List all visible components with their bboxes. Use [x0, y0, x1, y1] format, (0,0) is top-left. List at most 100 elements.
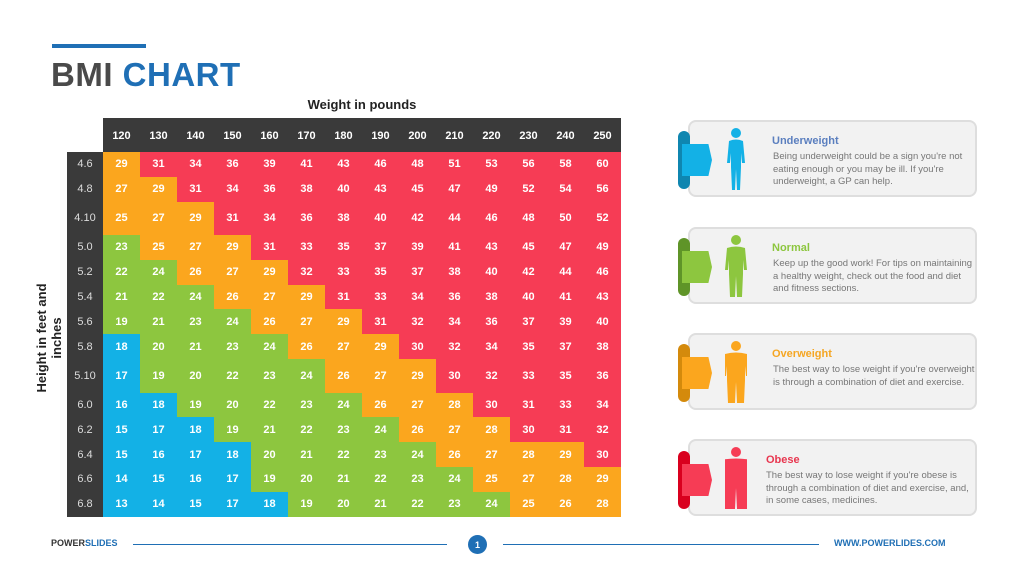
bmi-cell: 29: [140, 176, 177, 202]
bmi-cell: 26: [547, 491, 584, 517]
bmi-cell: 29: [547, 442, 584, 467]
bmi-cell: 31: [547, 417, 584, 443]
bmi-cell: 43: [362, 176, 399, 202]
figure-obese-icon: [719, 446, 753, 510]
bmi-cell: 33: [362, 284, 399, 310]
bmi-cell: 36: [251, 176, 288, 202]
bmi-cell: 22: [103, 259, 140, 285]
table-row: 4.8 27 29 31 34 36 38 40 43 45 47 49 52 54 56: [67, 176, 621, 202]
bmi-cell: 25: [103, 201, 140, 236]
bmi-cell: 17: [103, 359, 140, 393]
ribbon-tab-icon: [678, 131, 716, 189]
bmi-cell: 24: [214, 309, 251, 335]
bmi-cell: 25: [473, 466, 510, 492]
bmi-cell: 27: [325, 334, 362, 360]
bmi-cell: 41: [547, 284, 584, 310]
bmi-cell: 26: [214, 284, 251, 310]
bmi-cell: 38: [584, 334, 621, 360]
bmi-cell: 18: [251, 491, 288, 517]
bmi-cell: 19: [140, 359, 177, 393]
bmi-cell: 27: [436, 417, 473, 443]
card-description: Keep up the good work! For tips on maint…: [773, 258, 973, 294]
bmi-cell: 15: [103, 417, 140, 443]
bmi-cell: 26: [177, 259, 214, 285]
bmi-cell: 43: [325, 152, 362, 177]
bmi-cell: 20: [288, 466, 325, 492]
bmi-cell: 19: [177, 392, 214, 418]
page-number: 1: [468, 535, 487, 554]
x-tick-label: 200: [408, 130, 427, 142]
bmi-cell: 22: [140, 284, 177, 310]
bmi-cell: 14: [140, 491, 177, 517]
bmi-cell: 26: [436, 442, 473, 467]
bmi-cell: 36: [214, 152, 251, 177]
bmi-cell: 19: [251, 466, 288, 492]
bmi-cell: 42: [399, 201, 436, 236]
ribbon-tab-icon: [678, 238, 716, 296]
bmi-cell: 32: [473, 359, 510, 393]
bmi-cell: 23: [436, 491, 473, 517]
bmi-cell: 46: [584, 259, 621, 285]
bmi-cell: 29: [325, 309, 362, 335]
y-tick-label: 5.8: [67, 334, 103, 360]
bmi-cell: 21: [103, 284, 140, 310]
bmi-cell: 22: [288, 417, 325, 443]
bmi-cell: 21: [140, 309, 177, 335]
x-tick-label: 160: [260, 130, 279, 142]
bmi-cell: 24: [288, 359, 325, 393]
bmi-cell: 38: [473, 284, 510, 310]
bmi-cell: 32: [288, 259, 325, 285]
y-tick-label: 6.8: [67, 491, 103, 517]
bmi-cell: 38: [288, 176, 325, 202]
table-row: 5.10 17 19 20 22 23 24 26 27 29 30 32 33 35 36: [67, 359, 621, 393]
bmi-cell: 19: [214, 417, 251, 443]
bmi-cell: 14: [103, 466, 140, 492]
bmi-cell: 27: [140, 201, 177, 236]
bmi-cell: 21: [177, 334, 214, 360]
bmi-cell: 22: [214, 359, 251, 393]
footer-url: WWW.POWERLIDES.COM: [834, 538, 946, 548]
bmi-cell: 60: [584, 152, 621, 177]
bmi-cell: 26: [325, 359, 362, 393]
y-tick-label: 6.0: [67, 392, 103, 418]
bmi-cell: 34: [473, 334, 510, 360]
bmi-cell: 40: [473, 259, 510, 285]
bmi-cell: 29: [584, 466, 621, 492]
bmi-cell: 22: [399, 491, 436, 517]
bmi-cell: 31: [140, 152, 177, 177]
table-row: 6.8 13 14 15 17 18 19 20 21 22 23 24 25 26 28: [67, 491, 621, 517]
ribbon-tab-icon: [678, 344, 716, 402]
table-row: 5.0 23 25 27 29 31 33 35 37 39 41 43 45 47 49: [67, 235, 621, 260]
bmi-cell: 21: [362, 491, 399, 517]
bmi-cell: 34: [399, 284, 436, 310]
table-row: 6.0 16 18 19 20 22 23 24 26 27 28 30 31 33 34: [67, 392, 621, 418]
bmi-cell: 23: [362, 442, 399, 467]
bmi-cell: 27: [288, 309, 325, 335]
bmi-cell: 36: [473, 309, 510, 335]
bmi-cell: 56: [584, 176, 621, 202]
x-tick-label: 130: [149, 130, 168, 142]
bmi-cell: 49: [584, 235, 621, 260]
bmi-cell: 30: [399, 334, 436, 360]
bmi-cell: 26: [362, 392, 399, 418]
footer-divider: [503, 544, 819, 545]
x-tick-label: 120: [112, 130, 131, 142]
bmi-cell: 25: [140, 235, 177, 260]
bmi-cell: 35: [547, 359, 584, 393]
bmi-cell: 25: [510, 491, 547, 517]
bmi-cell: 39: [251, 152, 288, 177]
card-title: Normal: [772, 242, 810, 254]
card-description: Being underweight could be a sign you're…: [773, 151, 963, 187]
bmi-cell: 34: [177, 152, 214, 177]
bmi-cell: 29: [214, 235, 251, 260]
bmi-cell: 52: [584, 201, 621, 236]
y-tick-label: 6.6: [67, 466, 103, 492]
bmi-cell: 33: [325, 259, 362, 285]
bmi-cell: 37: [510, 309, 547, 335]
bmi-cell: 16: [177, 466, 214, 492]
bmi-cell: 19: [288, 491, 325, 517]
bmi-cell: 35: [510, 334, 547, 360]
bmi-cell: 18: [177, 417, 214, 443]
bmi-cell: 48: [510, 201, 547, 236]
bmi-cell: 21: [251, 417, 288, 443]
